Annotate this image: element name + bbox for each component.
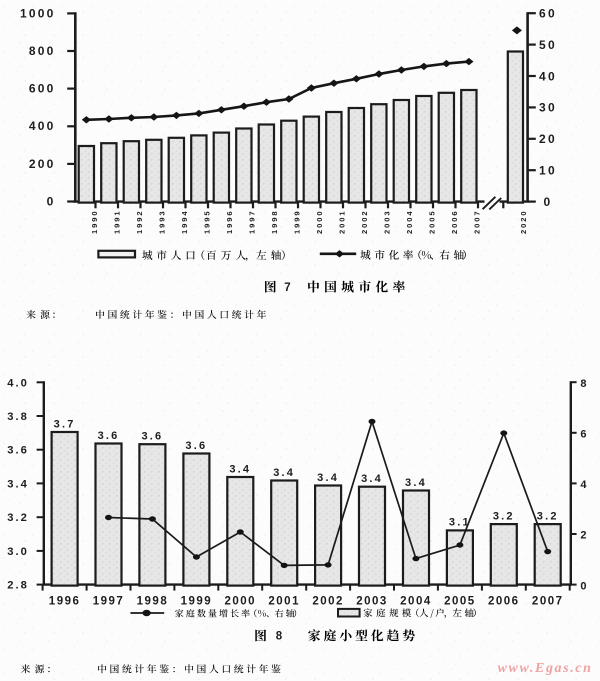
- svg-text:3.4: 3.4: [361, 473, 383, 485]
- svg-text:3.6: 3.6: [98, 430, 120, 442]
- svg-text:8: 8: [276, 631, 283, 643]
- svg-text:3.8: 3.8: [7, 411, 29, 423]
- svg-text:3.4: 3.4: [229, 463, 251, 475]
- svg-text:200: 200: [29, 157, 56, 171]
- svg-text:1993: 1993: [158, 210, 167, 235]
- svg-text:20: 20: [539, 132, 557, 146]
- svg-text:2.8: 2.8: [7, 580, 29, 592]
- svg-text:3.6: 3.6: [141, 431, 163, 443]
- svg-text:0: 0: [47, 195, 56, 209]
- svg-text:3.4: 3.4: [273, 467, 295, 479]
- svg-text:2007: 2007: [473, 210, 482, 235]
- svg-text:40: 40: [539, 69, 557, 83]
- svg-text:2005: 2005: [444, 596, 476, 608]
- svg-text:2: 2: [580, 530, 586, 542]
- svg-text:1998: 1998: [270, 210, 279, 235]
- svg-text:1997: 1997: [248, 210, 257, 235]
- svg-text:2003: 2003: [356, 596, 388, 608]
- svg-text:3.2: 3.2: [537, 510, 559, 522]
- svg-text:400: 400: [29, 119, 56, 133]
- svg-text:3.1: 3.1: [449, 517, 471, 529]
- svg-text:2020: 2020: [519, 210, 528, 235]
- svg-text:30: 30: [539, 101, 557, 115]
- svg-text:0: 0: [544, 195, 553, 209]
- svg-text:2004: 2004: [405, 210, 414, 235]
- svg-text:6: 6: [580, 429, 586, 441]
- svg-text:2006: 2006: [450, 210, 459, 235]
- svg-text:600: 600: [29, 82, 56, 96]
- svg-text:2001: 2001: [268, 596, 300, 608]
- svg-text:8: 8: [580, 378, 586, 390]
- svg-text:2000: 2000: [315, 210, 324, 235]
- svg-text:3.4: 3.4: [7, 478, 29, 490]
- svg-text:2004: 2004: [400, 596, 432, 608]
- svg-text:1995: 1995: [203, 210, 212, 235]
- svg-text:1997: 1997: [93, 596, 125, 608]
- svg-text:10: 10: [539, 164, 557, 178]
- svg-text:2002: 2002: [312, 596, 344, 608]
- svg-text:1999: 1999: [181, 596, 213, 608]
- svg-text:1999: 1999: [293, 210, 302, 235]
- svg-text:2007: 2007: [532, 596, 564, 608]
- svg-text:3.2: 3.2: [493, 510, 515, 522]
- svg-text:4: 4: [580, 479, 587, 491]
- svg-text:4.0: 4.0: [7, 377, 29, 389]
- svg-text:3.4: 3.4: [317, 472, 339, 484]
- svg-text:3.6: 3.6: [7, 445, 29, 457]
- svg-text:3.0: 3.0: [7, 546, 29, 558]
- svg-text:800: 800: [29, 44, 56, 58]
- svg-text:2006: 2006: [488, 596, 520, 608]
- svg-text:2000: 2000: [224, 596, 256, 608]
- svg-text:3.2: 3.2: [7, 512, 29, 524]
- svg-text:3.6: 3.6: [185, 440, 207, 452]
- svg-text:50: 50: [539, 38, 557, 52]
- svg-text:2002: 2002: [360, 210, 369, 235]
- svg-text:0: 0: [580, 580, 586, 592]
- svg-text:1994: 1994: [180, 210, 189, 235]
- svg-text:1992: 1992: [135, 210, 144, 235]
- svg-text:1990: 1990: [90, 210, 99, 235]
- svg-text:1996: 1996: [225, 210, 234, 235]
- svg-text:7: 7: [284, 282, 290, 294]
- svg-text:2003: 2003: [383, 210, 392, 235]
- svg-text:1000: 1000: [20, 6, 56, 20]
- svg-text:www.Egas.cn: www.Egas.cn: [498, 661, 593, 676]
- svg-text:1991: 1991: [113, 210, 122, 235]
- svg-text:1996: 1996: [49, 596, 81, 608]
- svg-text:60: 60: [539, 7, 557, 21]
- svg-text:3.4: 3.4: [405, 477, 427, 489]
- svg-text:2005: 2005: [428, 210, 437, 235]
- svg-text:2001: 2001: [338, 210, 347, 235]
- svg-text:3.7: 3.7: [54, 418, 76, 430]
- svg-text:1998: 1998: [137, 596, 169, 608]
